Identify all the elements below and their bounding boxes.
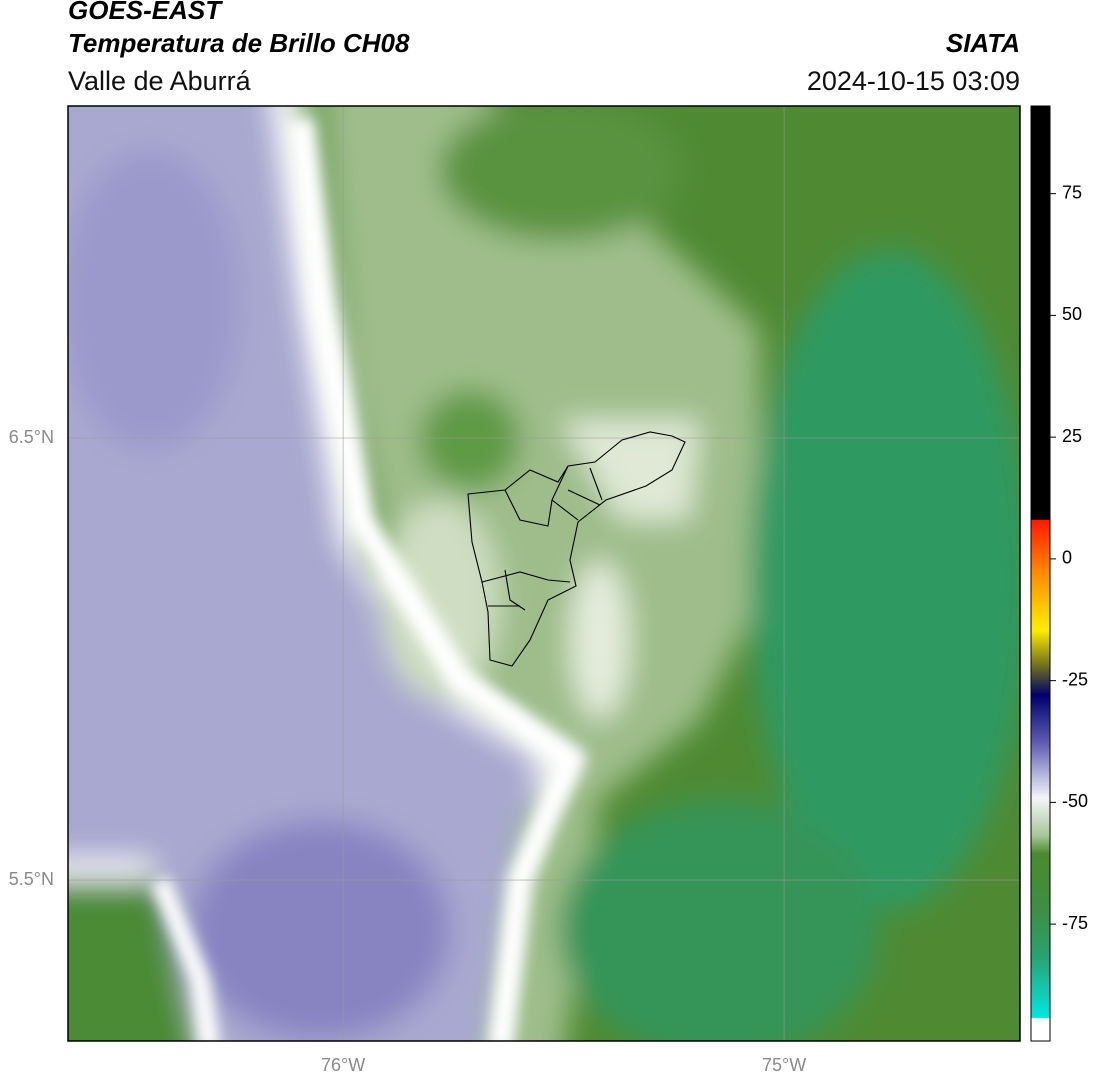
- colorbar-tick-label: -75: [1062, 913, 1088, 933]
- lon-label: 75°W: [762, 1055, 806, 1075]
- lon-label: 76°W: [321, 1055, 365, 1075]
- region: Valle de Aburrá: [68, 66, 252, 96]
- basin-outline: [467, 431, 686, 667]
- geo-grid: [68, 106, 1020, 1041]
- colorbar-tick-label: 0: [1062, 548, 1072, 568]
- colorbar-tick-label: -25: [1062, 669, 1088, 689]
- municipality-boundaries: [481, 465, 603, 611]
- subtitle: Temperatura de Brillo CH08: [68, 28, 410, 58]
- colorbar-tick-label: 75: [1062, 182, 1082, 202]
- lat-label: 5.5°N: [9, 869, 54, 889]
- lat-label: 6.5°N: [9, 427, 54, 447]
- colorbar-tick-label: 50: [1062, 304, 1082, 324]
- colorbar-tick-label: 25: [1062, 426, 1082, 446]
- source: SIATA: [946, 28, 1020, 58]
- datetime: 2024-10-15 03:09: [807, 66, 1020, 96]
- map-frame: [67, 105, 1021, 1042]
- satellite-image: [68, 106, 1020, 1041]
- colorbar-ticks: 75 50 25 0 -25 -50 -75: [1050, 182, 1088, 933]
- colorbar: [1030, 105, 1051, 1042]
- title: GOES-EAST: [68, 0, 223, 25]
- colorbar-tick-label: -50: [1062, 791, 1088, 811]
